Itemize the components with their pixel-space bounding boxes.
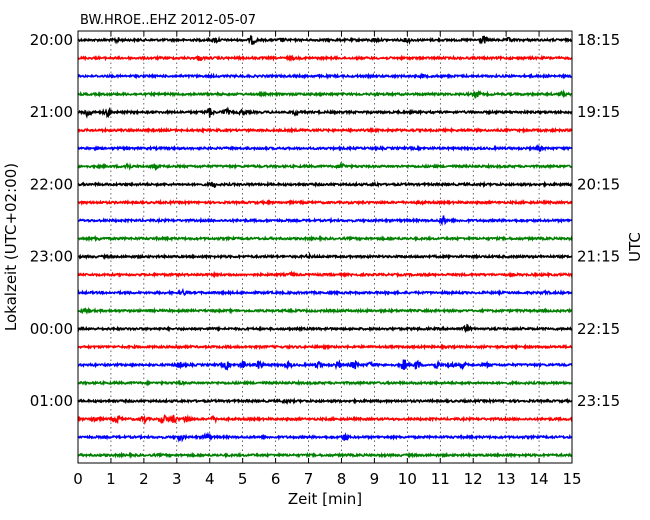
x-tick-label: 3 — [172, 470, 182, 488]
seismic-trace — [77, 323, 573, 334]
left-tick-label: 23:00 — [30, 248, 73, 266]
seismic-trace — [77, 234, 573, 243]
right-tick-label: 20:15 — [577, 175, 620, 193]
seismic-trace — [77, 106, 573, 119]
seismic-trace — [77, 126, 573, 135]
left-tick-label: 01:00 — [30, 392, 73, 410]
seismic-trace — [77, 180, 573, 189]
left-axis-label: Lokalzeit (UTC+02:00) — [2, 163, 20, 331]
right-tick-label: 18:15 — [577, 31, 620, 49]
x-tick-label: 15 — [562, 470, 581, 488]
seismic-trace — [77, 54, 573, 63]
seismic-trace — [77, 306, 573, 315]
x-tick-label: 7 — [304, 470, 314, 488]
left-time-axis: 20:00 21:00 22:00 23:00 00:00 01:00 — [30, 31, 83, 410]
seismic-trace — [77, 451, 573, 460]
seismic-trace — [77, 161, 573, 172]
seismic-trace — [77, 431, 573, 443]
x-tick-label: 1 — [106, 470, 116, 488]
seismic-trace — [77, 34, 573, 46]
x-tick-label: 4 — [205, 470, 215, 488]
seismic-trace — [77, 287, 573, 297]
right-tick-label: 19:15 — [577, 103, 620, 121]
seismic-trace — [77, 343, 573, 351]
seismic-trace — [77, 144, 573, 152]
right-time-axis: 18:15 19:15 20:15 21:15 22:15 23:15 — [567, 31, 620, 410]
right-tick-label: 22:15 — [577, 320, 620, 338]
seismic-trace — [77, 251, 573, 261]
seismic-trace — [77, 359, 573, 372]
seismic-trace — [77, 270, 573, 279]
x-tick-label: 0 — [73, 470, 83, 488]
x-tick-label: 8 — [337, 470, 347, 488]
left-tick-label: 00:00 — [30, 320, 73, 338]
seismic-trace — [77, 89, 573, 99]
grid-lines — [110, 31, 540, 463]
right-tick-label: 21:15 — [577, 248, 620, 266]
seismic-trace — [77, 72, 573, 80]
seismic-trace — [77, 198, 573, 206]
x-tick-label: 5 — [238, 470, 248, 488]
x-axis: 0 1 2 3 4 5 6 7 8 9 10 11 12 13 14 15 — [73, 31, 582, 488]
x-axis-label: Zeit [min] — [288, 490, 362, 508]
trace-group — [77, 34, 573, 460]
right-axis-label: UTC — [626, 232, 644, 262]
x-tick-label: 14 — [530, 470, 549, 488]
x-tick-label: 12 — [464, 470, 483, 488]
x-tick-label: 10 — [398, 470, 417, 488]
left-tick-label: 21:00 — [30, 103, 73, 121]
x-tick-label: 13 — [497, 470, 516, 488]
seismic-trace — [77, 397, 573, 406]
x-tick-label: 2 — [139, 470, 149, 488]
seismic-trace — [77, 215, 573, 226]
x-tick-label: 11 — [431, 470, 450, 488]
x-tick-label: 9 — [370, 470, 380, 488]
x-tick-label: 6 — [271, 470, 281, 488]
plot-frame — [77, 30, 573, 464]
right-tick-label: 23:15 — [577, 392, 620, 410]
seismic-trace — [77, 379, 573, 387]
left-tick-label: 20:00 — [30, 31, 73, 49]
chart-title: BW.HROE..EHZ 2012-05-07 — [80, 13, 256, 28]
seismic-trace — [77, 414, 573, 426]
left-tick-label: 22:00 — [30, 175, 73, 193]
